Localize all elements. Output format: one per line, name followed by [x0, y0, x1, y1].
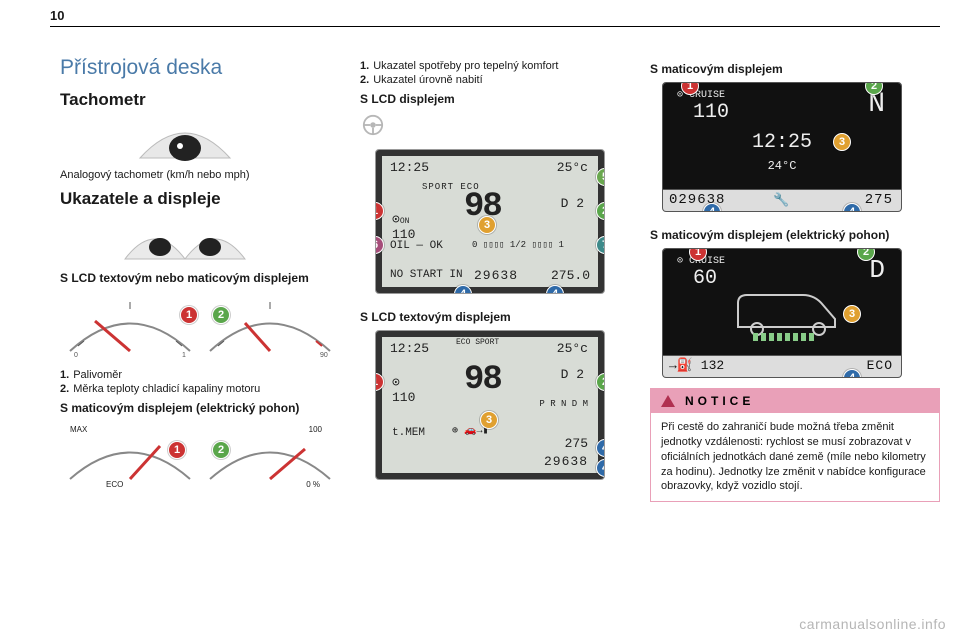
svg-text:1: 1	[182, 352, 186, 359]
subhead-matrix-ev2: S maticovým displejem (elektrický pohon)	[650, 228, 940, 242]
van-icon	[733, 289, 843, 341]
lcd2-prnd: P R N D M	[539, 399, 588, 409]
tacho-caption: Analogový tachometr (km/h nebo mph)	[60, 168, 340, 183]
watermark: carmanualsonline.info	[799, 616, 946, 632]
m2-eco: ECO	[867, 358, 893, 373]
lcd-display-1: 12:25 25°c SPORT ECO 98 D 2 ⊙ON110 OIL —…	[375, 149, 605, 294]
callout-3: 3	[478, 216, 496, 234]
m1-trip: 275	[865, 192, 893, 208]
li-text: Ukazatel spotřeby pro tepelný komfort	[373, 60, 558, 72]
svg-text:90: 90	[320, 352, 328, 359]
heading-tachometer: Tachometr	[60, 90, 340, 110]
tachometer-icon	[130, 118, 240, 162]
subhead-lcd-matrix: S LCD textovým nebo maticovým displejem	[60, 271, 340, 285]
list-item: 1.Ukazatel spotřeby pro tepelný komfort	[360, 60, 640, 72]
m1-temp: 24°C	[663, 159, 901, 173]
cluster-icon	[120, 217, 250, 265]
lcd2-time: 12:25	[390, 341, 429, 356]
gauge-pair-ev: MAX 100 ECO 0 % 1 2	[60, 421, 340, 491]
matrix-display-1: ⊙ CRUISE 110 N 12:25 24°C 029638 🔧 275 1…	[662, 82, 902, 212]
subhead-matrix-ev: S maticovým displejem (elektrický pohon)	[60, 401, 340, 415]
m2-cruise: 60	[693, 267, 717, 290]
svg-text:0: 0	[74, 352, 78, 359]
list-item: 2.Ukazatel úrovně nabití	[360, 74, 640, 86]
label-eco: ECO	[106, 480, 123, 489]
m2-fuel: 132	[701, 358, 724, 373]
m1-time: 12:25	[663, 131, 901, 154]
callout-3: 3	[843, 305, 861, 323]
lcd2-trip: 275	[565, 436, 588, 451]
li-text: Palivoměr	[73, 369, 122, 381]
heading-displays: Ukazatele a displeje	[60, 189, 340, 209]
warning-triangle-icon	[661, 395, 675, 407]
list-item: 2.Měrka teploty chladicí kapaliny motoru	[60, 383, 340, 395]
lcd-odo: 29638	[474, 268, 518, 283]
list-item: 1.Palivoměr	[60, 369, 340, 381]
steering-wheel-icon	[362, 114, 384, 136]
column-2: 1.Ukazatel spotřeby pro tepelný komfort …	[360, 56, 640, 486]
lcd-time: 12:25	[390, 160, 429, 175]
label-zero: 0 %	[306, 480, 320, 489]
subhead-lcd: S LCD displejem	[360, 92, 640, 106]
notice-box: NOTICE Při cestě do zahraničí bude možná…	[650, 388, 940, 502]
lcd2-temp: 25°c	[557, 341, 588, 356]
li-text: Ukazatel úrovně nabití	[373, 74, 482, 86]
list-fuel-temp: 1.Palivoměr 2.Měrka teploty chladicí kap…	[60, 369, 340, 395]
notice-header: NOTICE	[651, 389, 939, 413]
column-1: Přístrojová deska Tachometr Analogový ta…	[60, 56, 340, 497]
callout-1: 1	[168, 441, 186, 459]
li-text: Měrka teploty chladicí kapaliny motoru	[73, 383, 260, 395]
lcd2-mode: ECO SPORT	[456, 339, 499, 347]
callout-1: 1	[180, 306, 198, 324]
column-3: S maticovým displejem ⊙ CRUISE 110 N 12:…	[650, 56, 940, 502]
lcd-temp: 25°c	[557, 160, 588, 175]
matrix-display-2: ⊙ CRUISE 60 D →⛽ 132 ECO 1 2 3 4	[662, 248, 902, 378]
page-title: Přístrojová deska	[60, 56, 340, 80]
top-rule	[50, 26, 940, 27]
callout-3: 3	[480, 411, 498, 429]
page-number: 10	[50, 8, 64, 23]
lcd-nostart: NO START IN	[390, 269, 463, 281]
lcd-display-2: 12:25 ECO SPORT 25°c 98 D 2 ⊙110 P R N D…	[375, 330, 605, 480]
label-max: MAX	[70, 425, 87, 434]
gauge-pair-fuel-temp: 0 1 90 1 2	[60, 291, 340, 363]
lcd2-odo: 29638	[544, 454, 588, 469]
lcd2-speed: 98	[464, 361, 501, 399]
list-col2-top: 1.Ukazatel spotřeby pro tepelný komfort …	[360, 60, 640, 86]
subhead-lcd-text: S LCD textovým displejem	[360, 310, 640, 324]
lcd2-gear: D 2	[561, 367, 584, 382]
label-100: 100	[309, 425, 322, 434]
lcd-gear: D 2	[561, 196, 584, 211]
notice-title: NOTICE	[685, 394, 754, 408]
callout-2: 2	[212, 441, 230, 459]
notice-body: Při cestě do zahraničí bude možná třeba …	[651, 413, 939, 501]
lcd-cruise: ⊙ON110	[392, 212, 415, 242]
m2-gear: D	[869, 255, 885, 285]
callout-3: 3	[833, 133, 851, 151]
lcd2-cruise: ⊙110	[392, 375, 415, 405]
m1-cruise: 110	[693, 101, 729, 124]
lcd-trip: 275.0	[551, 268, 590, 283]
subhead-matrix: S maticovým displejem	[650, 62, 940, 76]
callout-2: 2	[212, 306, 230, 324]
lcd-oil: OIL — OK	[390, 240, 443, 252]
lcd2-mem: t.MEM	[392, 427, 425, 439]
